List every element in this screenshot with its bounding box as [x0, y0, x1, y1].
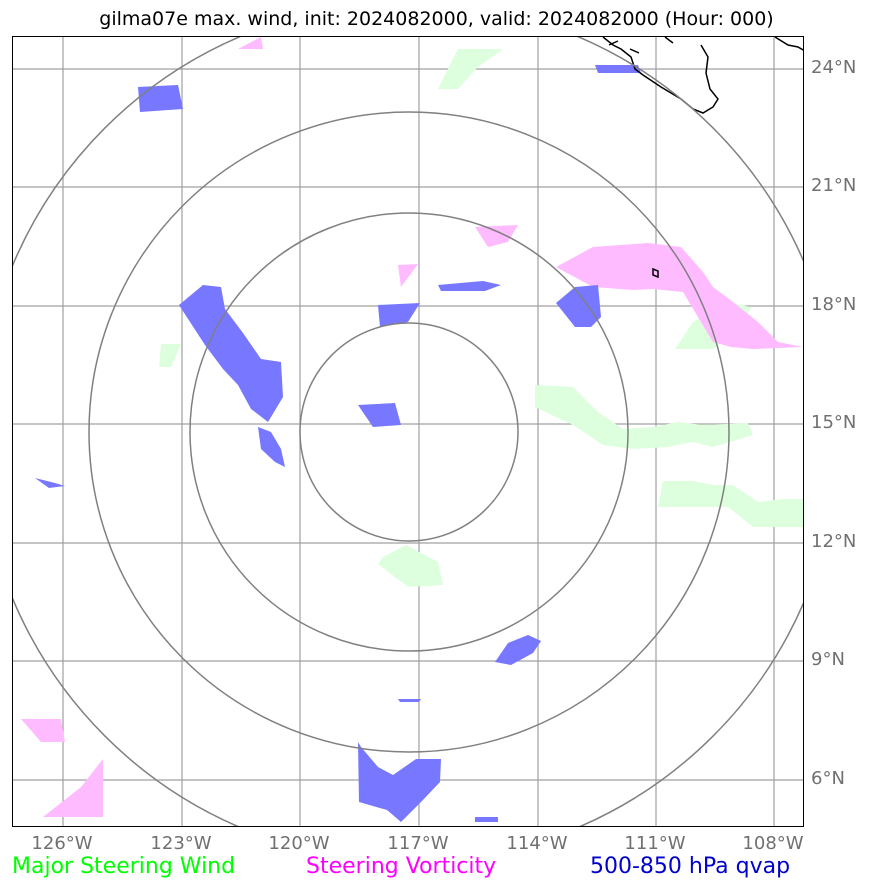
range-rings [13, 37, 803, 826]
lon-label: 123°W [150, 833, 212, 854]
steering-vorticity-areas [21, 37, 803, 817]
lat-label: 21°N [811, 175, 857, 196]
qvap-areas [35, 65, 641, 822]
lat-label: 6°N [811, 768, 845, 789]
lon-label: 120°W [268, 833, 330, 854]
legend-qvap: 500-850 hPa qvap [590, 854, 791, 879]
lat-label: 18°N [811, 294, 857, 315]
lat-label: 12°N [811, 531, 857, 552]
lat-label: 9°N [811, 649, 845, 670]
map-panel[interactable] [12, 36, 804, 827]
lat-label: 15°N [811, 412, 857, 433]
lon-label: 126°W [31, 833, 93, 854]
lon-label: 108°W [742, 833, 804, 854]
lon-label: 111°W [624, 833, 686, 854]
legend-steering-wind: Major Steering Wind [12, 854, 236, 879]
legend-steering-vorticity: Steering Vorticity [306, 854, 497, 879]
lon-label: 117°W [387, 833, 449, 854]
lat-label: 24°N [811, 57, 857, 78]
lon-label: 114°W [506, 833, 568, 854]
map-title: gilma07e max. wind, init: 2024082000, va… [99, 8, 774, 30]
map-canvas [13, 37, 803, 826]
